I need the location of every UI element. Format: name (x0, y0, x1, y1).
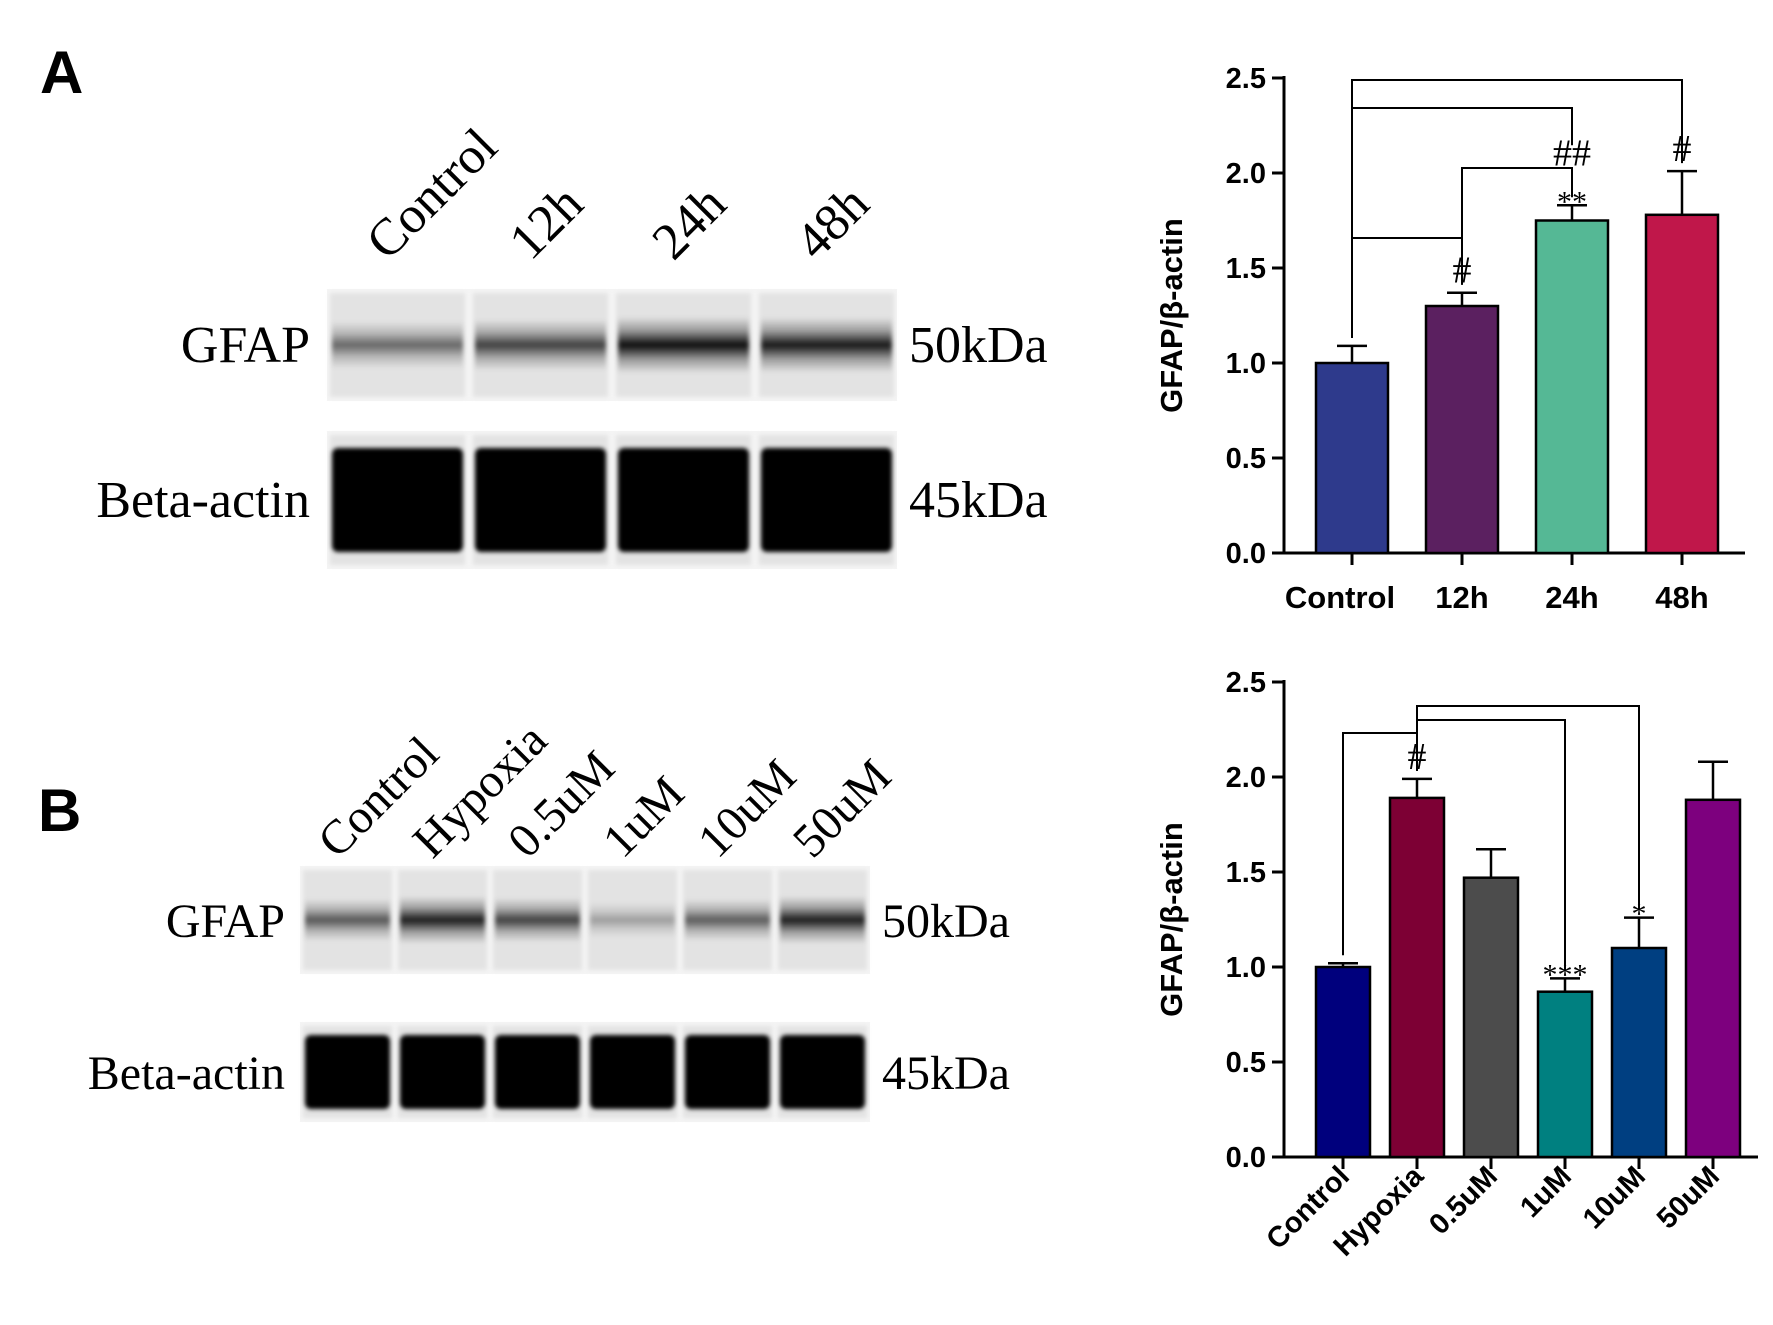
band (590, 902, 675, 938)
y-tick-label: 0.5 (1226, 1047, 1266, 1079)
band (305, 1035, 390, 1109)
band (332, 448, 463, 552)
x-tick-label: 0.5uM (1423, 1160, 1504, 1241)
x-tick-label: 48h (1655, 580, 1708, 615)
band (495, 897, 580, 943)
lane-label: 12h (499, 175, 594, 270)
bar (1536, 990, 1594, 1159)
bar (1424, 304, 1500, 555)
significance-mark: # (1673, 128, 1692, 170)
bar (1610, 946, 1668, 1159)
y-axis-label: GFAP/β-actin (1154, 822, 1189, 1017)
band (618, 448, 749, 552)
significance-mark: # (1453, 250, 1472, 292)
significance-mark: * (1632, 898, 1647, 931)
lane-label: 48h (785, 175, 880, 270)
bar (1388, 796, 1446, 1159)
band (400, 896, 485, 944)
bar-chart-a: 0.0 0.5 1.0 1.5 2.0 2.5 GFAP/β-actin Control 12h… (1154, 63, 1745, 615)
x-tick-label: 50uM (1651, 1160, 1726, 1235)
y-axis-label: GFAP/β-actin (1154, 218, 1189, 413)
band (780, 896, 865, 944)
band (305, 898, 390, 942)
y-tick-label: 1.0 (1226, 952, 1266, 984)
molecular-weight-label: 45kDa (909, 472, 1048, 529)
y-tick-label: 2.5 (1226, 63, 1266, 95)
lane-label: 24h (642, 175, 737, 270)
band (495, 1035, 580, 1109)
bar (1462, 876, 1520, 1159)
lane-label: Control (356, 118, 509, 271)
y-tick-label: 0.5 (1226, 443, 1266, 475)
molecular-weight-label: 45kDa (882, 1047, 1010, 1100)
bar (1314, 965, 1372, 1159)
band (761, 448, 892, 552)
protein-label: Beta-actin (96, 472, 310, 529)
band (475, 448, 606, 552)
panel-letter-a: A (40, 39, 83, 106)
band (618, 316, 749, 374)
significance-mark: *** (1543, 958, 1588, 991)
bar (1684, 798, 1742, 1159)
band (590, 1035, 675, 1109)
x-tick-label: Control (1285, 580, 1395, 615)
significance-bracket (1351, 79, 1683, 338)
significance-bracket (1461, 167, 1573, 285)
significance-mark: ## (1553, 132, 1591, 174)
band (400, 1035, 485, 1109)
y-tick-label: 0.0 (1226, 1142, 1266, 1174)
bar (1534, 219, 1610, 555)
band (780, 1035, 865, 1109)
molecular-weight-label: 50kDa (909, 317, 1048, 374)
blot-strip-background (300, 866, 870, 974)
y-tick-label: 2.5 (1226, 667, 1266, 699)
y-tick-label: 2.0 (1226, 762, 1266, 794)
y-tick-label: 2.0 (1226, 158, 1266, 190)
lane-label: 50uM (783, 749, 902, 868)
y-tick-label: 0.0 (1226, 538, 1266, 570)
significance-mark: # (1408, 736, 1427, 778)
panel-letter-b: B (38, 777, 81, 844)
band (685, 899, 770, 941)
x-tick-label: 12h (1435, 580, 1488, 615)
x-tick-label: 1uM (1514, 1160, 1578, 1224)
protein-label: GFAP (181, 317, 310, 374)
band (761, 317, 892, 373)
y-tick-label: 1.5 (1226, 253, 1266, 285)
protein-label: GFAP (166, 895, 285, 948)
significance-mark: ** (1557, 185, 1587, 218)
bar (1644, 213, 1720, 555)
y-tick-label: 1.5 (1226, 857, 1266, 889)
bar (1314, 361, 1390, 555)
lane-label: 10uM (688, 749, 807, 868)
protein-label: Beta-actin (88, 1047, 285, 1100)
band (475, 319, 606, 371)
x-tick-label: 24h (1545, 580, 1598, 615)
blot-strip-background (300, 1022, 870, 1122)
significance-bracket (1416, 705, 1640, 910)
x-tick-label: 10uM (1577, 1160, 1652, 1235)
molecular-weight-label: 50kDa (882, 895, 1010, 948)
y-tick-label: 1.0 (1226, 348, 1266, 380)
bar-chart-b: 0.00.51.01.52.02.5GFAP/β-actinControlHyp… (1154, 667, 1758, 1263)
band (685, 1035, 770, 1109)
band (332, 321, 463, 369)
